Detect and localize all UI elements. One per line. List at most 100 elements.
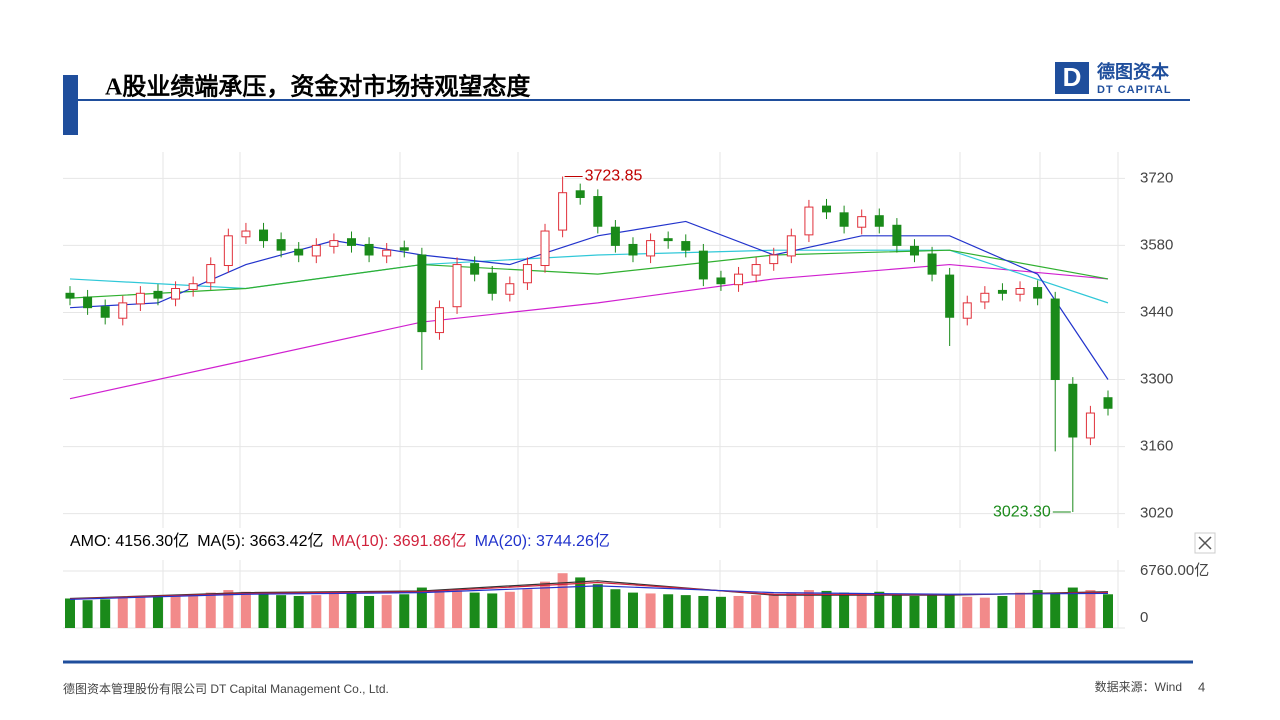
volume-bar — [188, 595, 199, 628]
candle-body — [329, 240, 339, 247]
candle-body — [857, 216, 867, 228]
candle-body — [223, 235, 233, 267]
candle-body — [927, 253, 937, 275]
candle-body — [434, 307, 444, 334]
candle-body — [487, 272, 497, 294]
volume-bar — [768, 594, 779, 628]
title-accent — [63, 75, 78, 135]
slide-title: A股业绩端承压，资金对市场持观望态度 — [105, 73, 531, 101]
candle-body — [997, 289, 1007, 294]
volume-bar — [891, 594, 902, 628]
volume-bar — [557, 573, 568, 628]
page-number: 4 — [1198, 679, 1205, 694]
candle-body — [522, 264, 532, 284]
volume-bar — [540, 581, 551, 628]
candle-body — [698, 250, 708, 280]
candle-body — [751, 264, 761, 276]
volume-bar — [293, 595, 304, 628]
candle-body — [1068, 383, 1078, 438]
volume-bar — [487, 593, 498, 628]
volume-bar — [821, 590, 832, 628]
candle-body — [1050, 298, 1060, 381]
candle-body — [83, 296, 93, 309]
volume-bar — [469, 592, 480, 628]
volume-bar — [205, 592, 216, 628]
ma-line — [69, 220, 1109, 380]
y-tick-label: 3580 — [1140, 236, 1173, 253]
volume-bar — [258, 593, 269, 628]
y-tick-label: 3300 — [1140, 370, 1173, 387]
volume-bar — [311, 595, 322, 628]
candle-body — [100, 306, 110, 318]
candle-body — [540, 230, 550, 267]
volume-bar — [1015, 592, 1026, 628]
candle-body — [716, 277, 726, 285]
candle-body — [399, 247, 409, 251]
legend-entry: AMO: 4156.30亿 — [70, 532, 189, 550]
volume-bar — [504, 591, 515, 628]
candle-body — [734, 273, 744, 286]
candle-body — [1085, 412, 1095, 439]
volume-bar — [1050, 593, 1061, 628]
volume-bar — [592, 584, 603, 628]
footer-source: 数据来源：Wind — [1095, 679, 1182, 694]
candle-body — [575, 190, 585, 199]
volume-bar — [117, 597, 128, 628]
candle-body — [65, 292, 75, 299]
v-grid — [162, 152, 1119, 628]
volume-bar — [680, 595, 691, 628]
volume-bar — [416, 587, 427, 628]
volume-bar — [944, 594, 955, 628]
volume-bar — [399, 594, 410, 628]
candle-body — [822, 205, 832, 213]
candle-body — [153, 290, 163, 299]
candle-body — [610, 226, 620, 246]
volume-bar — [223, 590, 234, 628]
candle-body — [118, 302, 128, 319]
candle-body — [628, 243, 638, 256]
volume-bar — [65, 598, 75, 628]
y-tick-label: 3020 — [1140, 505, 1173, 522]
candle-body — [1033, 287, 1043, 299]
candle-body — [311, 244, 321, 257]
candle-body — [646, 240, 656, 257]
volume-bar — [997, 595, 1008, 628]
candle-body — [259, 229, 269, 242]
candle-body — [505, 283, 515, 295]
volume-bar — [803, 590, 814, 628]
close-button[interactable] — [1194, 532, 1216, 554]
candle-body — [804, 206, 814, 236]
footer-company: 德图资本管理股份有限公司 DT Capital Management Co., … — [63, 681, 389, 696]
ma-line — [69, 263, 1109, 400]
volume-bar — [856, 593, 867, 628]
candle-body — [980, 292, 990, 303]
y-tick-label: 3160 — [1140, 438, 1173, 455]
volume-bar — [82, 600, 93, 628]
candle-body — [294, 248, 304, 256]
volume-bar — [698, 595, 709, 628]
volume-bar — [610, 589, 621, 628]
annotation-label: 3023.30 — [993, 503, 1051, 520]
y-tick-label: 3720 — [1140, 169, 1173, 186]
legend-entry: MA(20): 3744.26亿 — [475, 532, 610, 550]
volume-bar — [909, 595, 920, 628]
volume-bar — [522, 589, 533, 628]
candle-body — [276, 239, 286, 251]
volume-bar — [100, 599, 111, 628]
volume-bar — [962, 596, 973, 628]
volume-bar — [1103, 594, 1113, 628]
candle-body — [452, 264, 462, 308]
volume-bar — [575, 577, 586, 628]
logo-mark — [1055, 62, 1089, 94]
candle-body — [663, 238, 673, 242]
volume-bar — [839, 592, 850, 628]
legend-entry: MA(10): 3691.86亿 — [331, 532, 466, 550]
volume-bar — [328, 591, 339, 628]
volume-bar — [1067, 587, 1078, 628]
candle-body — [892, 224, 902, 246]
ma-line — [69, 249, 1109, 299]
volume-bar — [240, 591, 251, 628]
candle-body — [241, 230, 251, 238]
candle-body — [364, 243, 374, 256]
y-tick-label: 3440 — [1140, 303, 1173, 320]
